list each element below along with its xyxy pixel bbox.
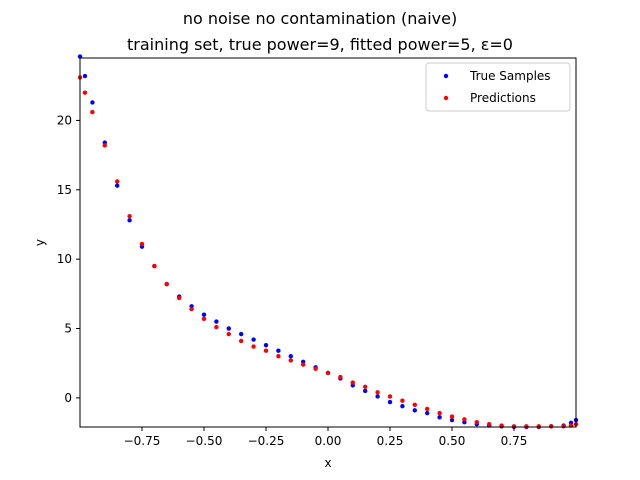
legend-marker-predictions xyxy=(443,95,449,101)
point-true-samples-11 xyxy=(201,312,207,317)
point-predictions-34 xyxy=(487,422,492,427)
point-predictions-5 xyxy=(127,213,132,219)
point-true-samples-26 xyxy=(387,399,393,405)
y-axis-label: y xyxy=(33,239,47,246)
legend: True Samples Predictions xyxy=(425,62,571,112)
point-predictions-21 xyxy=(325,370,331,376)
y-tick-label: 10 xyxy=(57,252,72,266)
point-predictions-2 xyxy=(90,109,95,115)
point-true-samples-27 xyxy=(400,403,405,409)
point-true-samples-15 xyxy=(251,337,256,342)
point-predictions-39 xyxy=(549,424,554,429)
y-tick-label: 5 xyxy=(64,322,72,336)
point-predictions-17 xyxy=(276,354,281,359)
point-predictions-20 xyxy=(313,366,318,371)
point-true-samples-30 xyxy=(437,415,442,420)
legend-label-predictions: Predictions xyxy=(470,91,536,105)
legend-label-true-samples: True Samples xyxy=(469,69,551,83)
point-predictions-1 xyxy=(82,90,88,95)
point-predictions-27 xyxy=(400,398,405,403)
x-tick-label: 0.50 xyxy=(439,434,466,448)
x-tick-label: 0.25 xyxy=(377,434,404,448)
x-tick-label: −0.25 xyxy=(248,434,285,448)
legend-marker-true-samples xyxy=(443,73,449,79)
point-predictions-7 xyxy=(152,263,157,269)
point-predictions-3 xyxy=(102,143,108,148)
point-predictions-26 xyxy=(387,394,393,399)
point-predictions-33 xyxy=(474,419,479,425)
point-true-samples-4 xyxy=(115,183,120,188)
point-predictions-28 xyxy=(412,402,417,407)
point-predictions-23 xyxy=(350,380,355,385)
x-tick-label: 0.75 xyxy=(501,434,528,448)
point-true-samples-24 xyxy=(363,388,368,394)
point-predictions-11 xyxy=(201,316,207,321)
point-predictions-30 xyxy=(437,410,442,416)
y-tick-label: 0 xyxy=(64,391,72,405)
point-predictions-6 xyxy=(139,241,145,247)
point-predictions-10 xyxy=(189,306,194,312)
point-true-samples-5 xyxy=(127,218,132,223)
point-predictions-40 xyxy=(561,424,566,429)
point-predictions-8 xyxy=(164,281,169,287)
point-true-samples-1 xyxy=(82,73,88,79)
legend-box xyxy=(425,62,571,112)
chart-title: no noise no contamination (naive) xyxy=(183,9,457,28)
point-true-samples-31 xyxy=(449,417,455,423)
point-predictions-37 xyxy=(524,424,529,429)
plot-frame xyxy=(79,57,577,428)
point-predictions-14 xyxy=(239,338,244,344)
point-true-samples-28 xyxy=(412,408,417,413)
point-predictions-22 xyxy=(338,374,343,380)
point-predictions-13 xyxy=(226,331,231,337)
point-predictions-15 xyxy=(251,344,256,349)
point-predictions-18 xyxy=(288,358,293,363)
point-true-samples-12 xyxy=(214,319,219,324)
x-tick-label: −0.75 xyxy=(124,434,161,448)
point-true-samples-25 xyxy=(375,394,380,399)
y-tick-label: 20 xyxy=(57,113,72,127)
point-predictions-24 xyxy=(363,384,368,389)
point-predictions-31 xyxy=(449,414,455,419)
x-tick-label: −0.50 xyxy=(186,434,223,448)
point-predictions-19 xyxy=(301,362,306,367)
point-predictions-4 xyxy=(115,179,120,184)
point-true-samples-13 xyxy=(226,326,231,331)
x-tick-label: 0.00 xyxy=(315,434,342,448)
point-true-samples-18 xyxy=(288,354,293,359)
x-axis-label: x xyxy=(324,456,331,470)
point-true-samples-17 xyxy=(276,348,281,353)
point-predictions-25 xyxy=(375,390,380,395)
point-predictions-12 xyxy=(214,324,219,330)
point-true-samples-2 xyxy=(90,100,95,105)
point-predictions-9 xyxy=(177,295,182,301)
point-predictions-29 xyxy=(425,406,430,412)
point-predictions-16 xyxy=(263,348,269,353)
point-predictions-32 xyxy=(462,417,467,422)
point-predictions-38 xyxy=(536,424,541,429)
y-tick-label: 15 xyxy=(57,183,72,197)
point-true-samples-29 xyxy=(425,410,430,416)
point-true-samples-14 xyxy=(239,331,244,337)
chart-subtitle: training set, true power=9, fitted power… xyxy=(127,35,513,54)
ticks-layer: −0.75 −0.50 −0.25 0.00 0.25 0.50 0.75 0 5 10 15 20 xyxy=(57,113,528,448)
point-true-samples-16 xyxy=(263,342,269,348)
